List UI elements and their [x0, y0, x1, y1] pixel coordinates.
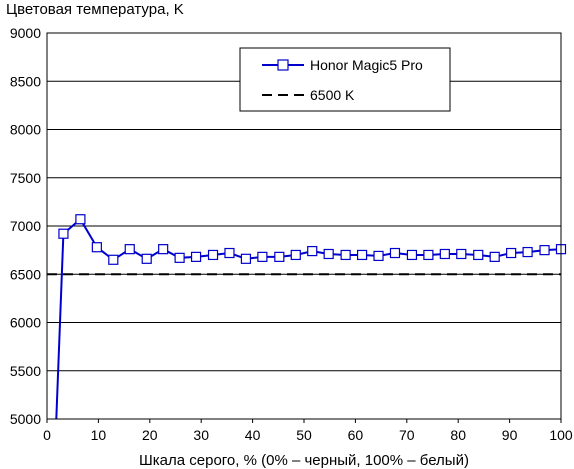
data-point	[373, 250, 384, 262]
y-tick-label: 8500	[10, 73, 41, 89]
y-tick-labels: 5000 5500 6000 6500 7000 7500 8000 8500 9000	[10, 25, 41, 427]
data-point	[489, 251, 500, 262]
y-tick-label: 6500	[10, 266, 41, 282]
series-layer	[47, 214, 567, 420]
data-point	[522, 246, 533, 258]
data-point	[406, 249, 418, 261]
legend-marker-honor	[277, 59, 289, 71]
data-point	[257, 251, 268, 262]
data-point	[240, 253, 252, 264]
y-tick-label: 8000	[10, 122, 41, 138]
data-point	[58, 228, 69, 239]
data-point	[124, 244, 135, 255]
y-tick-label: 7000	[10, 218, 41, 234]
data-point	[158, 244, 169, 255]
data-point	[323, 248, 334, 260]
data-point	[539, 245, 550, 256]
x-tick-label: 20	[142, 427, 158, 443]
data-point	[224, 247, 235, 259]
data-point	[456, 248, 467, 260]
x-tick-label: 10	[91, 427, 107, 443]
x-axis-label: Шкала серого, % (0% – черный, 100% – бел…	[139, 452, 469, 469]
data-point	[174, 252, 185, 263]
y-tick-label: 9000	[10, 25, 41, 41]
data-point	[439, 248, 450, 260]
data-point	[356, 249, 368, 261]
legend-label-6500k: 6500 K	[310, 87, 355, 103]
data-point	[506, 247, 517, 259]
data-point	[473, 249, 484, 261]
data-point	[190, 251, 202, 262]
y-tick-label: 7500	[10, 170, 41, 186]
data-point	[290, 249, 301, 261]
plot-frame	[46, 32, 562, 420]
y-axis-label: Цветовая температура, K	[6, 1, 184, 18]
x-tick-label: 70	[399, 427, 415, 443]
x-tick-label: 40	[245, 427, 261, 443]
legend-label-honor: Honor Magic5 Pro	[310, 57, 423, 73]
y-tick-label: 5500	[10, 363, 41, 379]
data-point	[274, 251, 285, 262]
data-point	[75, 214, 86, 225]
data-point	[340, 249, 351, 261]
x-tick-label: 90	[502, 427, 518, 443]
y-tick-label: 6000	[10, 315, 41, 331]
x-tick-label: 0	[43, 427, 51, 443]
data-point	[389, 247, 401, 259]
data-point	[207, 249, 219, 261]
x-tick-label: 50	[296, 427, 312, 443]
data-point	[307, 245, 318, 257]
y-tick-label: 5000	[10, 411, 41, 427]
legend-box	[239, 47, 451, 112]
data-point	[108, 254, 119, 265]
data-point	[423, 249, 434, 261]
data-point	[141, 253, 152, 264]
data-point	[91, 242, 102, 253]
x-tick-label: 100	[549, 427, 573, 443]
x-tick-label: 30	[193, 427, 209, 443]
legend: Honor Magic5 Pro 6500 K	[239, 47, 451, 112]
x-tick-label: 60	[348, 427, 364, 443]
x-tick-label: 80	[450, 427, 466, 443]
x-tick-labels: 0 10 20 30 40 50 60 70 80 90 100	[43, 419, 573, 443]
